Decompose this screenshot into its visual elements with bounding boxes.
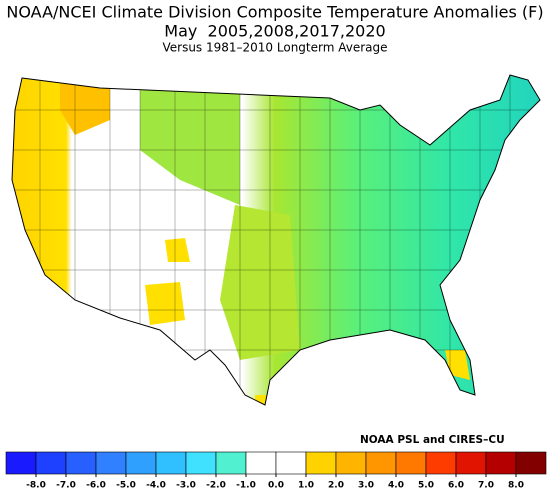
colorbar-tick-label: -2.0	[206, 481, 226, 491]
colorbar-tick-label: -1.0	[236, 481, 256, 491]
colorbar-tick-label: -8.0	[26, 481, 46, 491]
colorbar-swatch	[365, 451, 397, 475]
colorbar-tick-label: 3.0	[358, 481, 374, 491]
utah-spot	[165, 238, 190, 262]
us-outline	[11, 74, 541, 406]
us-map	[12, 75, 540, 405]
colorbar-swatch	[185, 451, 217, 475]
subtitle: May 2005,2008,2017,2020	[164, 22, 385, 41]
colorbar-tick-label: 6.0	[448, 481, 464, 491]
colorbar-tick-label: 0.0	[268, 481, 284, 491]
note: Versus 1981–2010 Longterm Average	[162, 41, 387, 55]
colorbar-swatch	[125, 451, 157, 475]
colorbar-tick-label: -4.0	[146, 481, 166, 491]
colorbar-tick-label: 2.0	[328, 481, 344, 491]
southwest-spot	[145, 282, 185, 325]
colorbar-tick-label: 8.0	[508, 481, 524, 491]
colorbar-swatch	[5, 451, 37, 475]
colorbar-swatch	[215, 451, 247, 475]
colorbar-swatch	[395, 451, 427, 475]
credit: NOAA PSL and CIRES–CU	[360, 434, 505, 446]
colorbar: -8.0 -7.0 -6.0 -5.0 -4.0 -3.0 -2.0 -1.0 0.0 1.0 2.…	[5, 451, 547, 491]
colorbar-swatch	[305, 451, 337, 475]
colorbar-swatch	[485, 451, 517, 475]
northern-plains	[140, 90, 240, 205]
colorbar-tick-label: -7.0	[56, 481, 76, 491]
title: NOAA/NCEI Climate Division Composite Tem…	[6, 3, 543, 22]
colorbar-tick-label: 1.0	[298, 481, 314, 491]
division-lines	[12, 75, 540, 405]
colorbar-swatch	[425, 451, 457, 475]
colorbar-tick-label: 4.0	[388, 481, 404, 491]
colorbar-swatch	[155, 451, 187, 475]
colorbar-swatch	[245, 451, 277, 475]
colorbar-tick-label: 5.0	[418, 481, 434, 491]
colorbar-swatch	[95, 451, 127, 475]
colorbar-swatch	[515, 451, 547, 475]
colorbar-swatch	[455, 451, 487, 475]
colorbar-tick-label: -6.0	[86, 481, 106, 491]
colorbar-swatch	[65, 451, 97, 475]
colorbar-tick-label: -5.0	[116, 481, 136, 491]
colorbar-swatch	[35, 451, 67, 475]
colorbar-swatch	[275, 451, 307, 475]
colorbar-tick-label: 7.0	[478, 481, 494, 491]
colorbar-swatch	[335, 451, 367, 475]
colorbar-tick-label: -3.0	[176, 481, 196, 491]
